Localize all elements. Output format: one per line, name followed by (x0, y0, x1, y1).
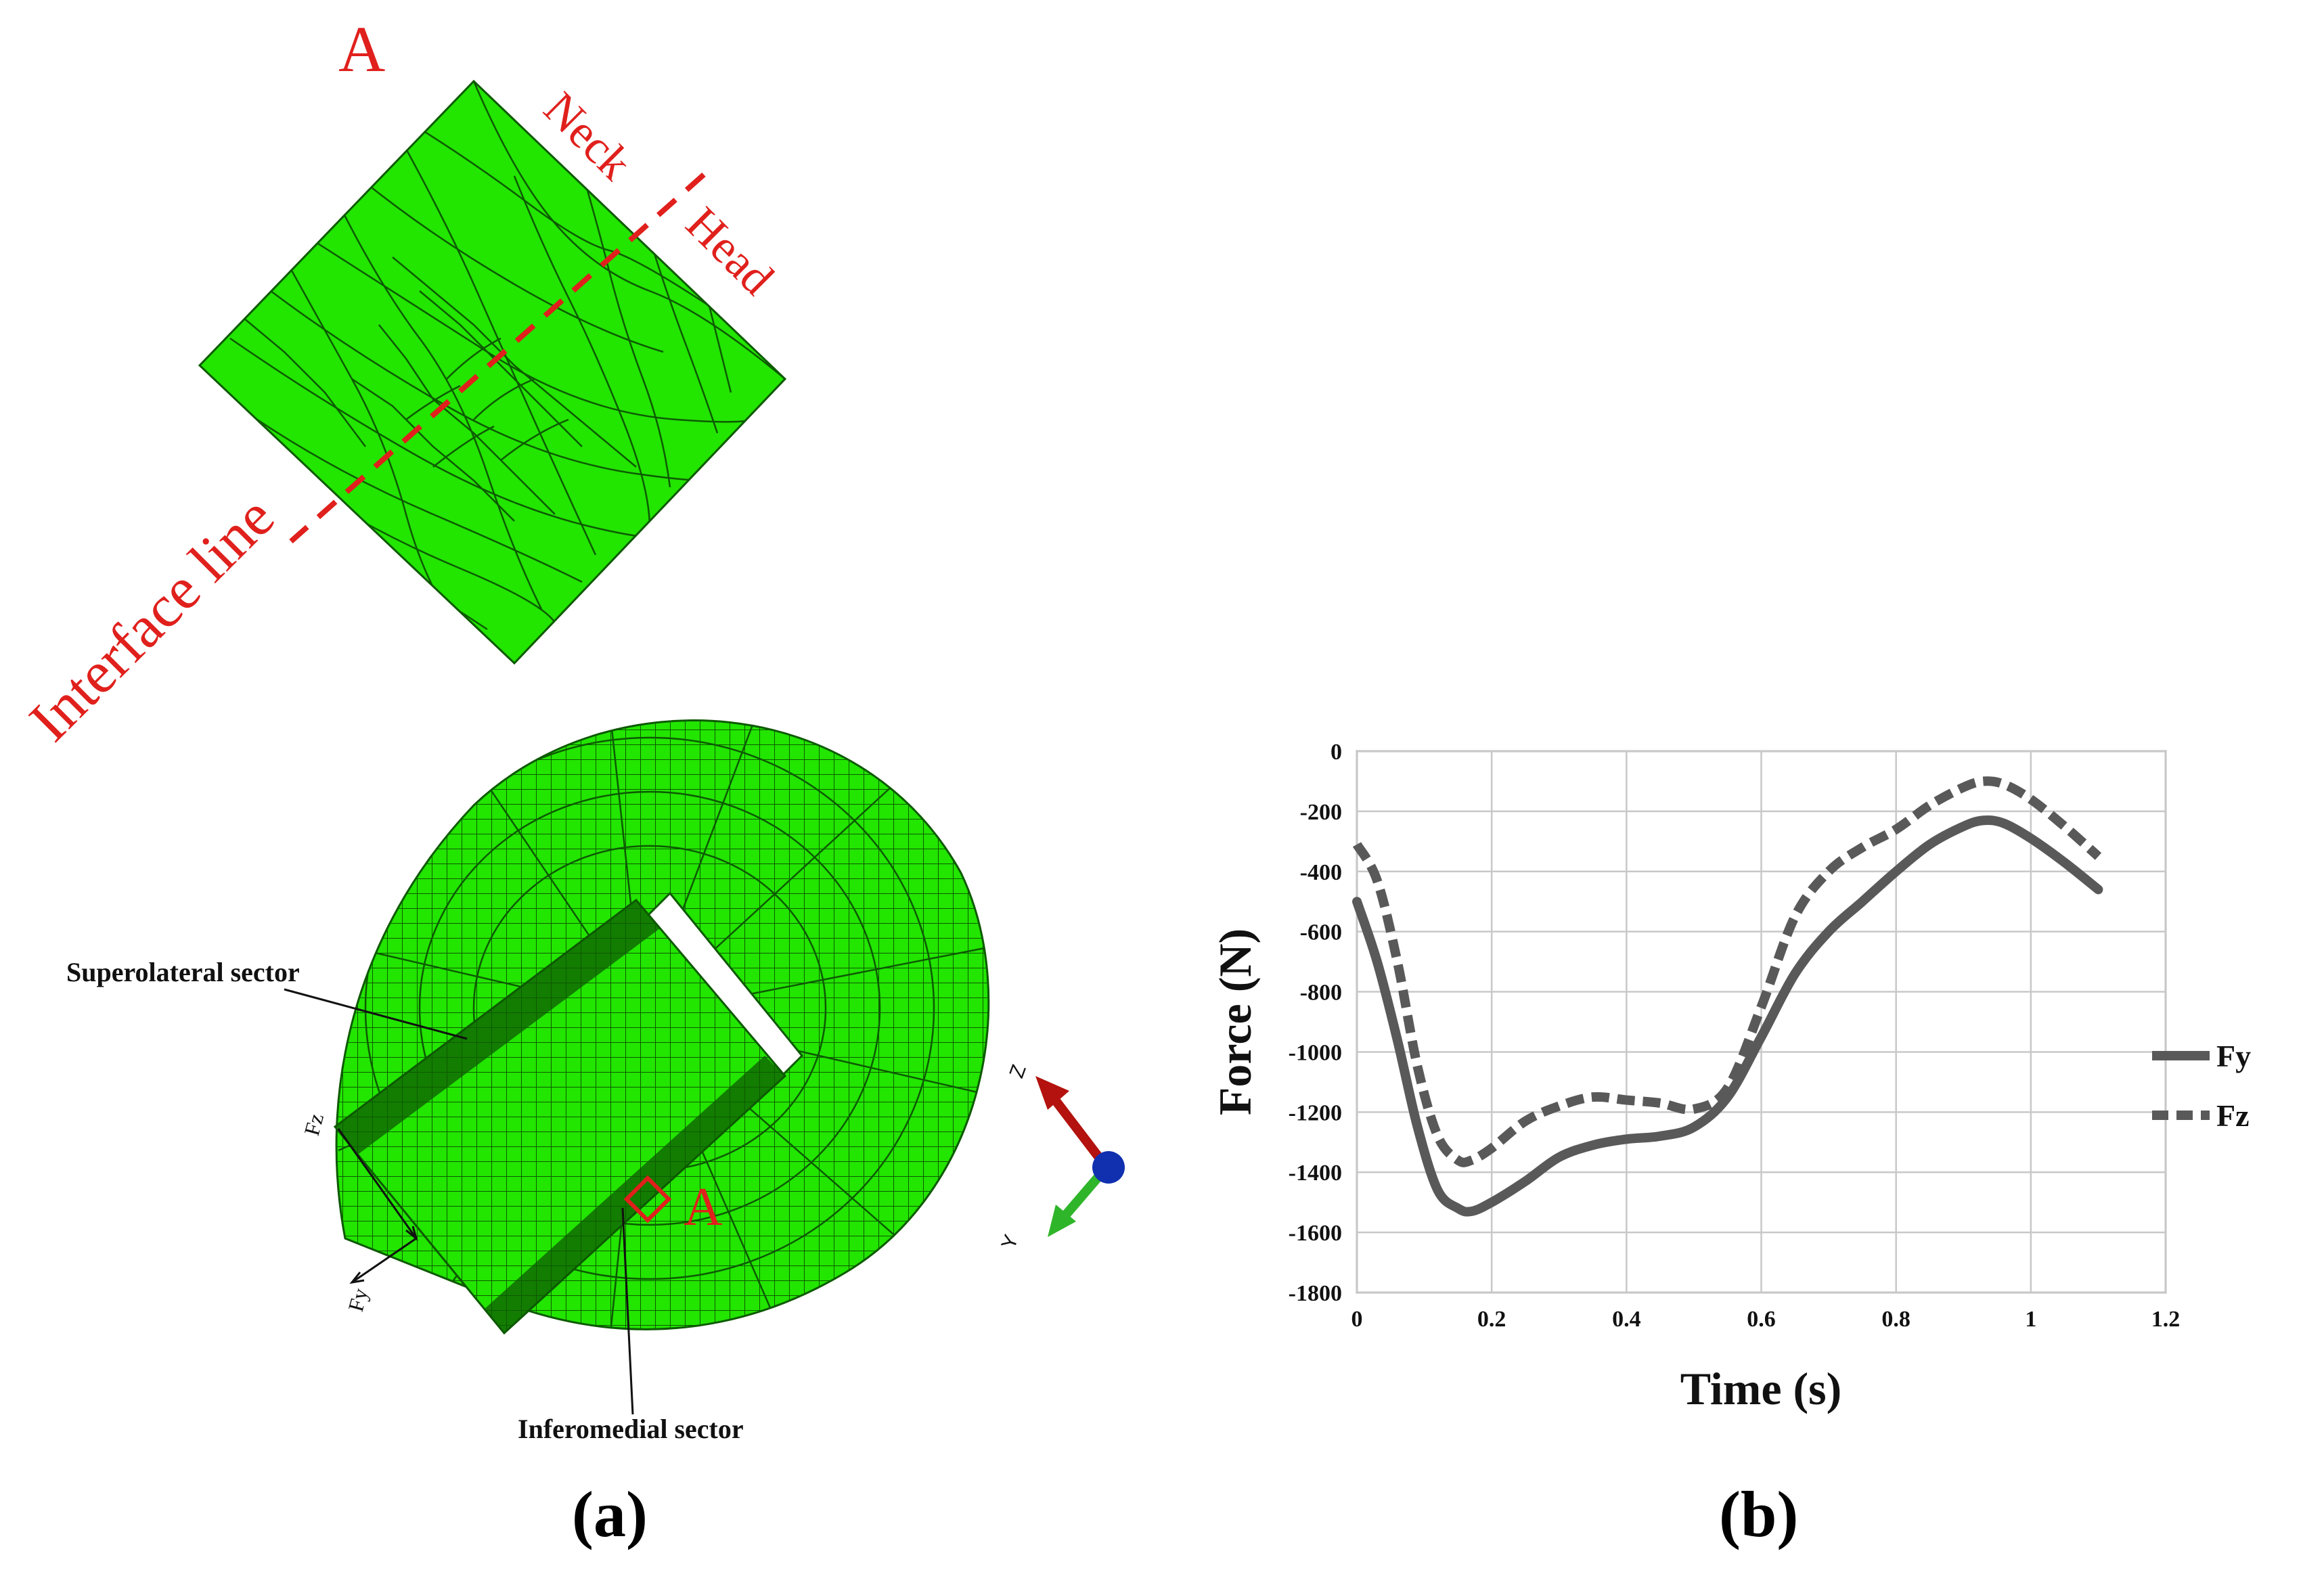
x-tick-labels: 0 0.2 0.4 0.6 0.8 1 1.2 (1351, 1307, 2181, 1332)
femoral-mesh-model: A (333, 719, 990, 1335)
series-line-fz (1352, 776, 2102, 1167)
superolateral-sector-label: Superolateral sector (66, 957, 300, 987)
y-tick-label: -1000 (1289, 1040, 1342, 1065)
detail-callout-label: A (684, 1178, 723, 1237)
x-axis-title: Time (s) (1680, 1363, 1842, 1414)
inferomedial-band (484, 1056, 785, 1333)
inferomedial-leader (621, 1207, 634, 1415)
triad-z-label: Z (1006, 1062, 1031, 1081)
triad-y-label: Y (998, 1232, 1023, 1252)
panel-b-label: (b) (1719, 1478, 1798, 1550)
detail-title-a: A (338, 13, 385, 85)
y-axis-title: Force (N) (1209, 928, 1261, 1115)
y-tick-label: -1400 (1289, 1161, 1342, 1186)
x-tick-label: 1 (2025, 1307, 2036, 1332)
series-line-fy (1352, 815, 2103, 1217)
series-layer (1352, 776, 2103, 1217)
x-tick-label: 0.6 (1747, 1307, 1776, 1332)
fy-force-label: Fy (343, 1286, 373, 1314)
detail-view-a: A Neck Head Interface line (18, 13, 787, 754)
y-tick-label: -1200 (1289, 1100, 1342, 1125)
y-tick-label: -600 (1300, 920, 1342, 945)
y-tick-label: -400 (1300, 860, 1342, 885)
x-tick-label: 0.2 (1477, 1307, 1506, 1332)
y-tick-label: -1800 (1289, 1281, 1342, 1306)
x-tick-label: 0.4 (1612, 1307, 1641, 1332)
y-tick-label: -200 (1300, 800, 1342, 825)
x-tick-label: 0.8 (1881, 1307, 1910, 1332)
legend-fy-label: Fy (2216, 1039, 2251, 1073)
detail-mesh-fill (198, 79, 787, 665)
inferomedial-sector-label: Inferomedial sector (518, 1414, 744, 1444)
legend-fz-label: Fz (2216, 1098, 2250, 1133)
y-tick-label: 0 (1331, 740, 1342, 765)
y-tick-label: -1600 (1289, 1221, 1342, 1246)
interface-line-label: Interface line (18, 485, 287, 754)
superolateral-leader (284, 988, 468, 1040)
superolateral-band (335, 900, 660, 1154)
detail-callout-box (623, 1175, 672, 1224)
axis-triad (1035, 1076, 1125, 1237)
panel-a-label: (a) (572, 1478, 648, 1550)
legend: Fy Fz (2152, 1039, 2251, 1133)
y-tick-label: -800 (1300, 981, 1342, 1006)
grid-lines (1356, 750, 2167, 1294)
force-chart: 0 -200 -400 -600 -800 -1000 -1200 -1400 -1600 -18… (1209, 740, 2251, 1414)
fz-force-label: Fz (299, 1111, 328, 1138)
x-tick-label: 1.2 (2151, 1307, 2181, 1332)
interface-line (289, 173, 706, 543)
x-tick-label: 0 (1351, 1307, 1363, 1332)
y-tick-labels: 0 -200 -400 -600 -800 -1000 -1200 -1400 -1600 -18… (1289, 740, 1342, 1306)
force-arrows (337, 1128, 418, 1284)
